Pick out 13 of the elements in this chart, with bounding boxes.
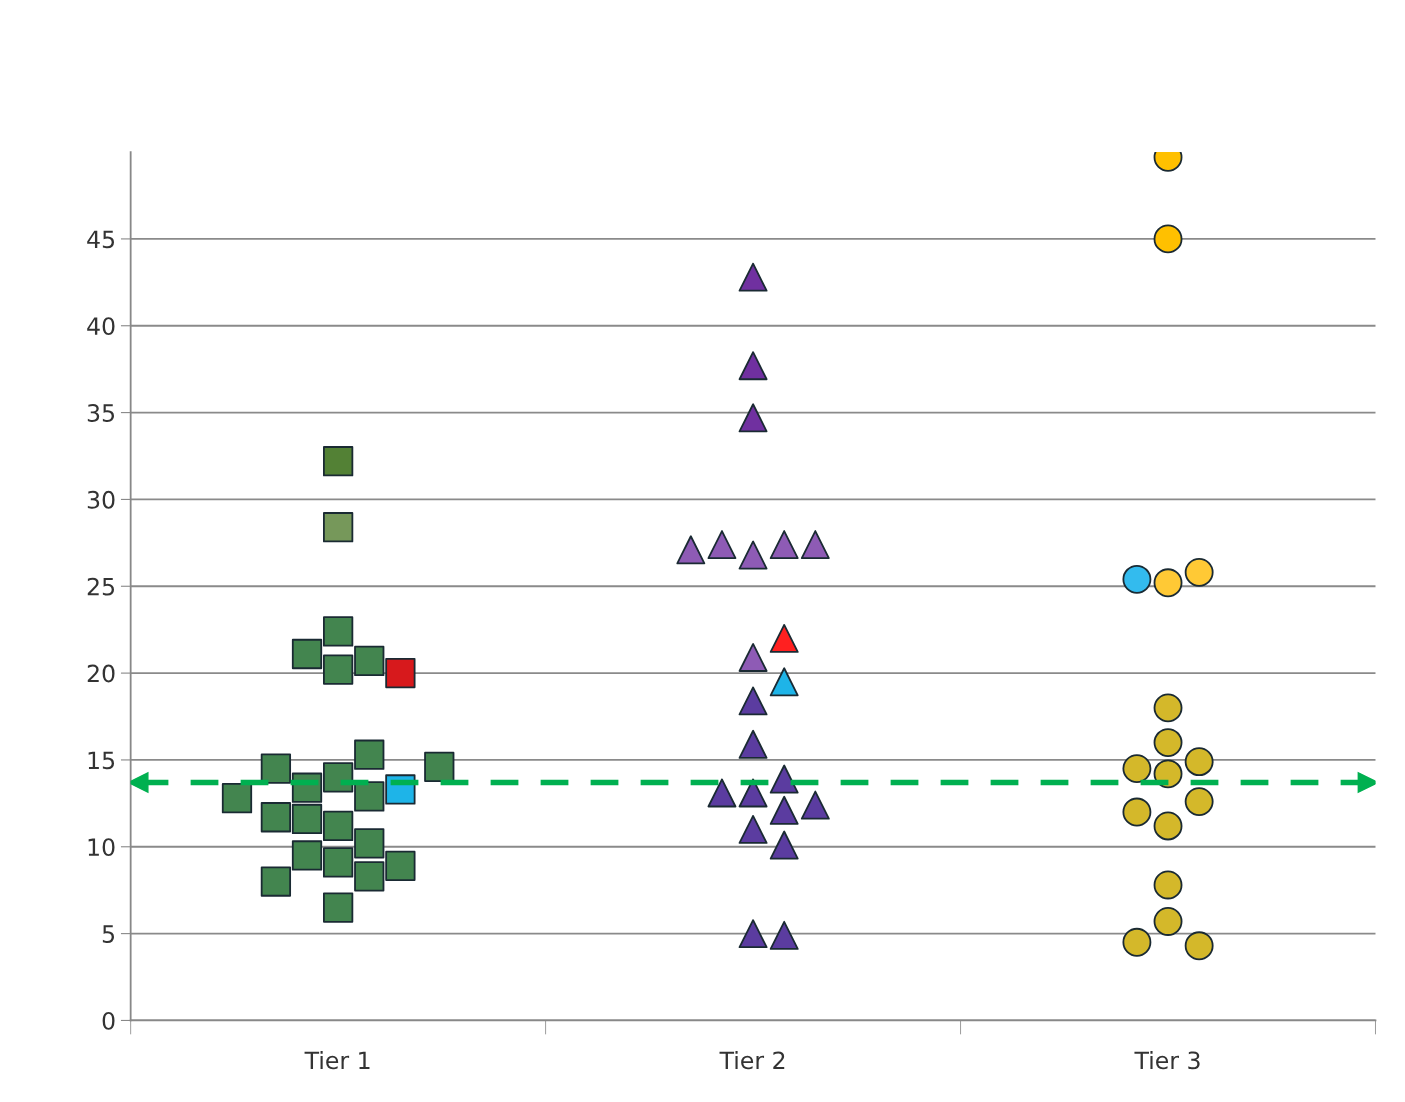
y-tick-label: 5 [102,925,115,943]
y-tick-label: 15 [88,751,115,770]
y-tick-label: 40 [87,317,115,336]
y-tick-label: 10 [88,838,115,857]
x-tick-label: Tier 1 [304,1051,370,1070]
y-tick-label: 30 [87,490,115,509]
y-tick-label: 35 [87,404,115,422]
y-tick-label: 20 [87,664,115,683]
y-tick-label: 25 [87,577,115,596]
y-tick-label: 45 [87,230,115,249]
y-tick-label: 0 [102,1011,115,1030]
x-tick-label: Tier 2 [719,1051,785,1070]
x-tick-label: Tier 3 [1134,1051,1200,1070]
